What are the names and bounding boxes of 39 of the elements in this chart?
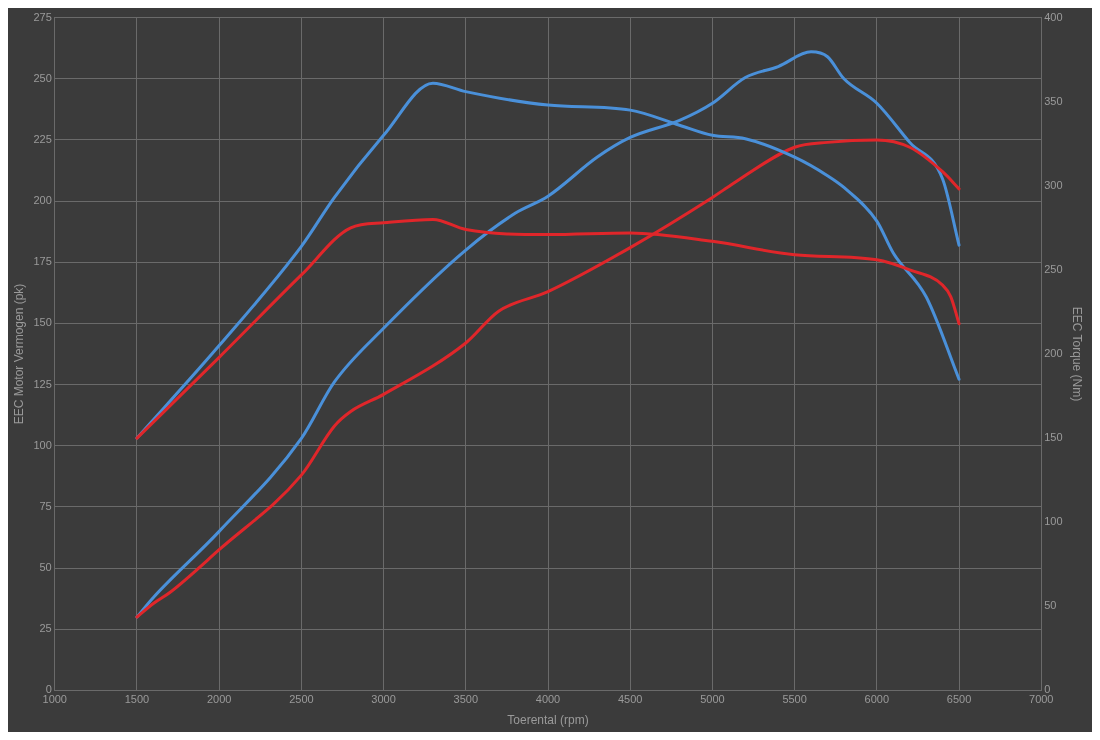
y-tick-label: 50: [39, 561, 52, 574]
x-tick-label: 6000: [864, 693, 890, 706]
y-tick-label: 150: [33, 316, 52, 329]
x-tick-label: 6500: [946, 693, 972, 706]
x-tick-label: 4000: [535, 693, 561, 706]
x-tick-label: 1500: [124, 693, 150, 706]
y2-tick-label: 300: [1044, 178, 1063, 191]
y-tick-label: 125: [33, 377, 52, 390]
x-tick-label: 5500: [782, 693, 807, 706]
y-tick-label: 100: [33, 438, 52, 451]
y-tick-label: 175: [33, 255, 52, 268]
y2-tick-label: 0: [1044, 683, 1051, 696]
x-tick-label: 3000: [371, 693, 396, 706]
y-tick-label: 75: [39, 499, 52, 512]
x-tick-label: 2000: [206, 693, 232, 706]
y-tick-label: 250: [33, 71, 52, 84]
line-series: [135, 138, 961, 619]
x-tick-label: 2500: [289, 693, 314, 706]
y2-tick-label: 100: [1044, 515, 1063, 528]
x-axis-title: Toerental (rpm): [507, 713, 589, 728]
y2-tick-label: 250: [1044, 262, 1063, 275]
line-series: [135, 50, 961, 619]
y-axis-title: EEC Motor Vermogen (pk): [11, 283, 26, 425]
y-tick-label: 275: [33, 10, 52, 23]
x-tick-label: 3500: [453, 693, 479, 706]
y-tick-label: 200: [33, 194, 52, 207]
y-tick-label: 0: [45, 683, 52, 696]
y2-tick-label: 50: [1044, 599, 1057, 612]
x-tick-label: 5000: [700, 693, 725, 706]
x-tick-label: 7000: [1029, 693, 1054, 706]
y2-tick-label: 350: [1044, 94, 1063, 107]
y-tick-label: 25: [39, 622, 52, 635]
y2-tick-label: 400: [1044, 10, 1063, 23]
y2-tick-label: 150: [1044, 431, 1063, 444]
y2-axis-title: EEC Torque (Nm): [1070, 306, 1085, 402]
y-tick-label: 225: [33, 132, 52, 145]
x-tick-label: 4500: [617, 693, 643, 706]
y2-tick-label: 200: [1044, 347, 1063, 360]
x-tick-label: 1000: [42, 693, 67, 706]
